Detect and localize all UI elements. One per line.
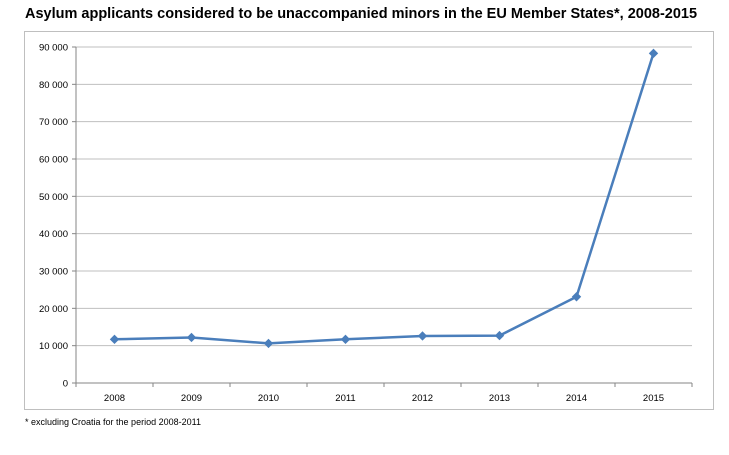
x-tick-label: 2013 xyxy=(489,393,510,404)
y-tick-label: 80 000 xyxy=(39,80,68,91)
data-point-marker xyxy=(109,334,120,345)
data-point-marker xyxy=(417,331,428,341)
y-tick-label: 40 000 xyxy=(39,229,68,240)
y-tick-label: 70 000 xyxy=(39,117,68,128)
y-tick-label: 50 000 xyxy=(39,192,68,203)
gridlines xyxy=(76,46,692,347)
data-point-marker xyxy=(263,338,274,349)
data-point-marker xyxy=(494,330,505,341)
y-tick-labels: 0 10 000 20 000 30 000 40 000 50 000 60 000 70 … xyxy=(39,43,68,390)
y-tick-label: 0 xyxy=(63,379,68,390)
y-tick-label: 30 000 xyxy=(39,267,68,278)
x-tick-label: 2012 xyxy=(412,393,433,404)
x-tick-label: 2011 xyxy=(335,393,355,404)
series-line xyxy=(114,52,655,345)
x-tick-label: 2010 xyxy=(258,393,279,404)
data-point-marker xyxy=(186,332,197,343)
y-tick-label: 10 000 xyxy=(39,341,68,352)
y-tick-label: 20 000 xyxy=(39,304,68,315)
y-tick-label: 60 000 xyxy=(39,155,68,166)
data-point-marker xyxy=(648,48,659,59)
axes xyxy=(72,46,693,387)
y-tick-label: 90 000 xyxy=(39,43,68,54)
x-tick-label: 2008 xyxy=(104,393,125,404)
data-point-marker xyxy=(340,334,351,345)
chart-frame xyxy=(24,31,714,410)
footnote: * excluding Croatia for the period 2008-… xyxy=(25,417,201,427)
chart-title: Asylum applicants considered to be unacc… xyxy=(25,6,698,22)
x-tick-label: 2014 xyxy=(566,393,587,404)
series-line-group xyxy=(109,48,659,349)
data-point-marker xyxy=(571,292,582,302)
x-tick-label: 2015 xyxy=(643,393,664,404)
x-tick-labels: 2008 2009 2010 2011 2012 2013 2014 2015 xyxy=(104,393,664,404)
x-tick-label: 2009 xyxy=(181,393,202,404)
